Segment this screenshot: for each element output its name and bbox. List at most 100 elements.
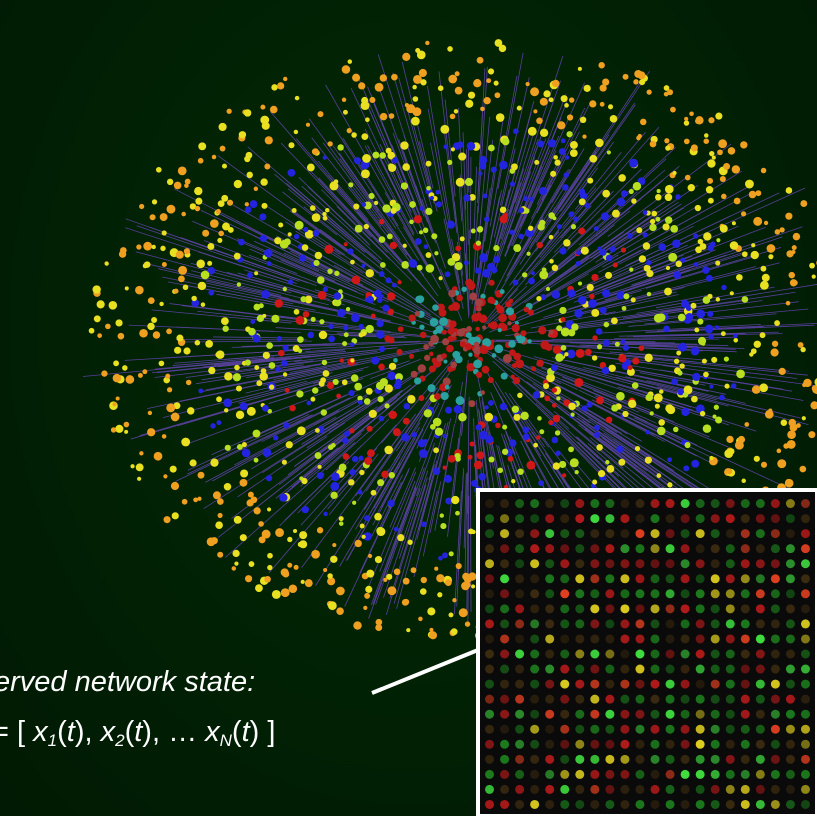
spot: [575, 650, 584, 659]
formula-token: x: [101, 716, 116, 748]
spot: [560, 740, 569, 749]
spot: [786, 785, 795, 794]
spot: [545, 544, 554, 553]
spot: [711, 650, 720, 659]
spot: [500, 785, 509, 794]
spot: [771, 785, 780, 794]
spot: [605, 529, 614, 538]
spot: [515, 529, 524, 538]
spot: [651, 665, 660, 674]
spot: [605, 589, 614, 598]
formula-token: x: [205, 716, 220, 748]
spot: [771, 589, 780, 598]
spot: [771, 665, 780, 674]
spot: [666, 529, 675, 538]
spot: [771, 740, 780, 749]
spot: [666, 695, 675, 704]
spot: [786, 544, 795, 553]
spot: [726, 785, 735, 794]
spot: [620, 680, 629, 689]
spot: [711, 665, 720, 674]
caption-line: erved network state:: [0, 668, 255, 697]
spot: [756, 544, 765, 553]
spot: [545, 695, 554, 704]
spot: [515, 544, 524, 553]
spot: [545, 634, 554, 643]
spot: [560, 710, 569, 719]
spot: [590, 740, 599, 749]
spot: [590, 695, 599, 704]
spot: [500, 559, 509, 568]
spot: [801, 725, 810, 734]
spot: [635, 770, 644, 779]
spot: [575, 800, 584, 809]
spot: [560, 725, 569, 734]
spot: [500, 695, 509, 704]
spot: [681, 725, 690, 734]
spot: [741, 770, 750, 779]
spot: [666, 755, 675, 764]
spot: [485, 710, 494, 719]
spot: [620, 725, 629, 734]
spot: [515, 800, 524, 809]
spot: [635, 695, 644, 704]
spot: [741, 740, 750, 749]
spot: [696, 755, 705, 764]
spot: [635, 680, 644, 689]
spot: [485, 785, 494, 794]
spot: [530, 499, 539, 508]
spot: [801, 710, 810, 719]
spot: [575, 634, 584, 643]
formula-token: = [: [0, 716, 33, 748]
spot: [681, 770, 690, 779]
spot: [771, 574, 780, 583]
spot: [635, 634, 644, 643]
spot: [756, 740, 765, 749]
spot: [666, 710, 675, 719]
spot: [786, 695, 795, 704]
spot: [590, 650, 599, 659]
spot: [560, 589, 569, 598]
spot: [726, 740, 735, 749]
spot: [651, 604, 660, 613]
spot: [726, 800, 735, 809]
spot: [711, 770, 720, 779]
spot: [485, 514, 494, 523]
spot: [756, 650, 765, 659]
spot: [801, 529, 810, 538]
spot: [575, 604, 584, 613]
spot: [605, 634, 614, 643]
spot: [530, 589, 539, 598]
spot: [801, 800, 810, 809]
spot: [666, 559, 675, 568]
spot: [500, 514, 509, 523]
spot: [786, 680, 795, 689]
spot: [635, 529, 644, 538]
spot: [485, 725, 494, 734]
spot: [681, 800, 690, 809]
spot: [666, 665, 675, 674]
spot: [590, 665, 599, 674]
spot: [801, 634, 810, 643]
spot: [575, 710, 584, 719]
spot: [696, 650, 705, 659]
spot: [696, 514, 705, 523]
spot: [605, 544, 614, 553]
spot: [500, 604, 509, 613]
spot: [530, 740, 539, 749]
spot: [741, 800, 750, 809]
spot: [756, 559, 765, 568]
spot: [515, 650, 524, 659]
spot: [620, 514, 629, 523]
spot: [696, 725, 705, 734]
formula-token: ), …: [142, 716, 205, 748]
spot: [590, 755, 599, 764]
spot: [786, 740, 795, 749]
spot: [590, 725, 599, 734]
spot: [666, 634, 675, 643]
spot: [605, 725, 614, 734]
spot: [575, 740, 584, 749]
spot: [711, 559, 720, 568]
spot: [801, 499, 810, 508]
spot: [711, 604, 720, 613]
